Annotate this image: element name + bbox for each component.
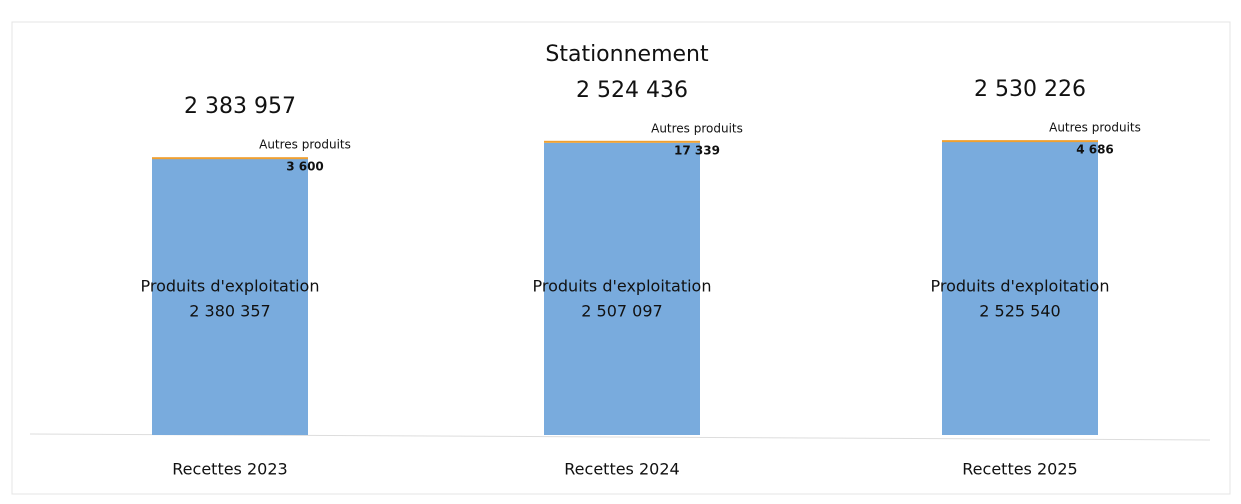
total-label: 2 530 226: [974, 77, 1086, 102]
bar-segment: [152, 157, 308, 435]
segment-label: Autres produits: [1049, 121, 1141, 135]
bar-segment: [942, 140, 1098, 143]
segment-label: Autres produits: [259, 138, 351, 152]
bar-segment: [152, 157, 308, 160]
x-tick-label: Recettes 2023: [172, 460, 287, 479]
total-label: 2 524 436: [576, 78, 688, 103]
total-label: 2 383 957: [184, 94, 296, 119]
chart-frame: [11, 21, 1231, 495]
data-label: 17 339: [674, 143, 720, 157]
segment-label: Produits d'exploitation: [141, 277, 320, 296]
data-label: 2 380 357: [189, 302, 270, 321]
bar-segment: [942, 140, 1098, 435]
data-label: 2 525 540: [979, 302, 1060, 321]
data-label: 3 600: [286, 160, 324, 174]
data-label: 4 686: [1076, 143, 1114, 157]
segment-label: Autres produits: [651, 121, 743, 135]
data-label: 2 507 097: [581, 302, 662, 321]
chart-title: Stationnement: [545, 42, 709, 67]
bar-segment: [544, 140, 700, 143]
x-tick-label: Recettes 2025: [962, 460, 1077, 479]
segment-label: Produits d'exploitation: [533, 277, 712, 296]
segment-label: Produits d'exploitation: [931, 277, 1110, 296]
x-tick-label: Recettes 2024: [564, 460, 679, 479]
bar-segment: [544, 142, 700, 435]
